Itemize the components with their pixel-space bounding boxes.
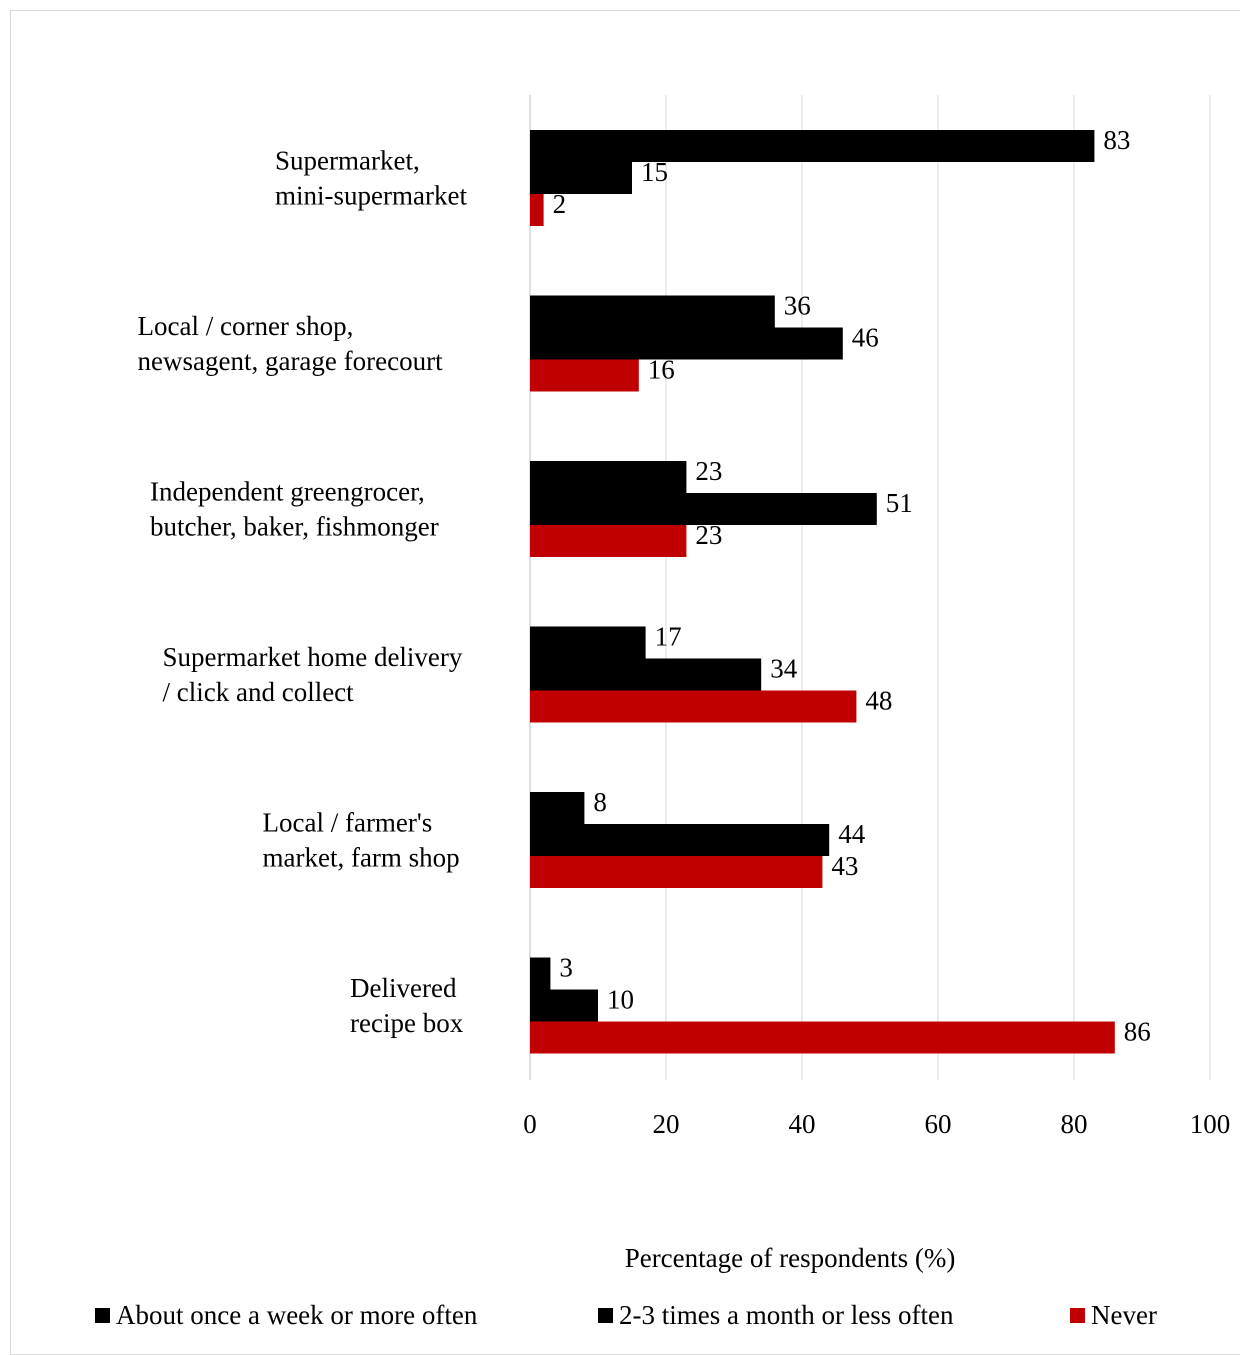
bar <box>530 493 877 525</box>
category-label-line: newsagent, garage forecourt <box>138 346 444 376</box>
category-label-line: mini-supermarket <box>275 181 467 211</box>
data-label: 86 <box>1124 1017 1151 1047</box>
bar <box>530 856 823 888</box>
data-label: 34 <box>770 654 798 684</box>
bar <box>530 130 1095 162</box>
x-tick-label: 80 <box>1061 1109 1088 1139</box>
category-label-line: Supermarket, <box>275 146 420 176</box>
x-tick-label: 60 <box>925 1109 952 1139</box>
legend-label: About once a week or more often <box>116 1300 478 1330</box>
bar <box>530 957 551 990</box>
x-tick-label: 0 <box>523 1109 537 1139</box>
category-label-line: / click and collect <box>163 677 355 707</box>
category-label-line: market, farm shop <box>263 843 460 873</box>
data-label: 2 <box>553 189 567 219</box>
data-label: 3 <box>559 953 573 983</box>
category-label-line: recipe box <box>350 1008 464 1038</box>
data-label: 23 <box>695 456 722 486</box>
bar <box>530 162 632 194</box>
data-label: 44 <box>838 819 866 849</box>
data-label: 51 <box>886 488 913 518</box>
legend-swatch <box>598 1308 613 1323</box>
legend-swatch <box>1070 1308 1085 1323</box>
bar <box>530 359 639 392</box>
category-label: Supermarket, mini-supermarket <box>275 146 467 211</box>
category-label: Delivered recipe box <box>350 973 464 1038</box>
bar <box>530 824 830 856</box>
category-label-line: Independent greengrocer, <box>150 477 425 507</box>
data-label: 10 <box>607 985 634 1015</box>
legend-swatch <box>95 1308 110 1323</box>
bar <box>530 626 646 659</box>
data-label: 83 <box>1103 125 1130 155</box>
data-label: 15 <box>641 157 668 187</box>
bar <box>530 792 585 824</box>
bar <box>530 690 857 723</box>
data-label: 46 <box>852 323 879 353</box>
category-label-line: butcher, baker, fishmonger <box>150 512 439 542</box>
category-label: Supermarket home delivery / click and col… <box>163 642 463 707</box>
data-label: 23 <box>695 520 722 550</box>
x-tick-label: 100 <box>1190 1109 1231 1139</box>
data-label: 43 <box>831 851 858 881</box>
bar <box>530 1021 1115 1054</box>
category-label-line: Delivered <box>350 973 457 1003</box>
bar <box>530 658 762 691</box>
category-label: Local / farmer's market, farm shop <box>263 808 460 873</box>
legend-label: 2-3 times a month or less often <box>619 1300 954 1330</box>
bar <box>530 989 598 1022</box>
x-tick-label: 20 <box>653 1109 680 1139</box>
bar <box>530 327 843 360</box>
legend-label: Never <box>1091 1300 1157 1330</box>
data-label: 48 <box>865 686 892 716</box>
category-label-line: Supermarket home delivery <box>163 642 463 672</box>
category-label: Local / corner shop, newsagent, garage fo… <box>138 311 444 376</box>
category-label: Independent greengrocer, butcher, baker, … <box>150 477 439 542</box>
bar <box>530 525 687 557</box>
data-label: 8 <box>593 787 607 817</box>
data-label: 17 <box>655 622 682 652</box>
bar <box>530 295 775 328</box>
category-label-line: Local / farmer's <box>263 808 433 838</box>
category-label-line: Local / corner shop, <box>138 311 354 341</box>
bar <box>530 461 687 493</box>
x-tick-label: 40 <box>789 1109 816 1139</box>
data-label: 16 <box>648 355 675 385</box>
data-label: 36 <box>784 291 811 321</box>
x-axis-title: Percentage of respondents (%) <box>625 1243 956 1273</box>
bar <box>530 194 544 226</box>
